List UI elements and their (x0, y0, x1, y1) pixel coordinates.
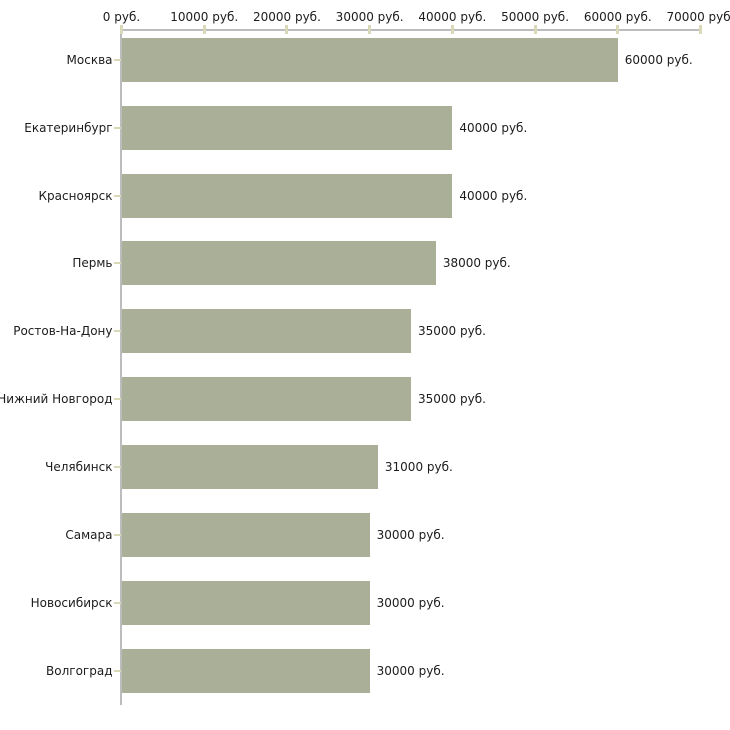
bar (121, 309, 411, 354)
x-axis-tick-label: 60000 руб. (583, 10, 652, 24)
bar (121, 444, 378, 489)
category-label: Самара (65, 527, 113, 542)
bar (121, 105, 453, 150)
x-axis-tick-label: 20000 руб. (252, 10, 321, 24)
category-label: Москва (66, 52, 113, 67)
value-label: 38000 руб. (442, 256, 511, 271)
x-axis-tick (616, 24, 620, 34)
x-axis-tick-label: 50000 руб. (501, 10, 570, 24)
category-label: Екатеринбург (24, 120, 113, 135)
category-label: Красноярск (38, 188, 113, 203)
category-tick (113, 262, 121, 265)
category-label: Нижний Новгород (0, 392, 113, 407)
category-tick (113, 58, 121, 61)
category-tick (113, 533, 121, 536)
bar (121, 241, 436, 286)
category-tick (113, 194, 121, 197)
value-label: 40000 руб. (459, 188, 528, 203)
category-label: Ростов-На-Дону (13, 324, 113, 339)
category-tick (113, 669, 121, 672)
value-label: 35000 руб. (418, 392, 486, 407)
category-tick (113, 601, 121, 604)
x-axis-tick-label: 30000 руб. (335, 10, 404, 24)
category-tick (113, 126, 121, 129)
y-axis-line (120, 28, 122, 705)
bar (121, 377, 411, 422)
value-label: 60000 руб. (624, 52, 693, 67)
x-axis-tick (450, 24, 454, 34)
bar (121, 580, 370, 625)
category-label: Пермь (72, 256, 113, 271)
category-label: Новосибирск (30, 595, 113, 610)
x-axis-tick-label: 0 руб. (102, 10, 141, 24)
category-tick (113, 465, 121, 468)
x-axis-tick (368, 24, 372, 34)
value-label: 40000 руб. (459, 120, 528, 135)
x-axis-tick-label: 40000 руб. (418, 10, 487, 24)
x-axis-tick (202, 24, 206, 34)
bar (121, 173, 453, 218)
bar (121, 648, 370, 693)
value-label: 30000 руб. (376, 595, 445, 610)
category-tick (113, 330, 121, 333)
value-label: 31000 руб. (384, 459, 453, 474)
x-axis-tick-label: 70000 руб. (666, 10, 730, 24)
bar (121, 37, 618, 82)
x-axis-line (121, 28, 701, 31)
x-axis-tick-label: 10000 руб. (170, 10, 239, 24)
category-label: Челябинск (45, 459, 113, 474)
x-axis-tick (699, 24, 702, 34)
value-label: 30000 руб. (376, 527, 445, 542)
x-axis-tick (533, 24, 537, 34)
category-label: Волгоград (46, 663, 113, 678)
value-label: 35000 руб. (418, 324, 486, 339)
bar (121, 512, 370, 557)
x-axis-tick (120, 24, 123, 34)
x-axis-tick (285, 24, 289, 34)
value-label: 30000 руб. (376, 663, 445, 678)
category-tick (113, 398, 121, 401)
